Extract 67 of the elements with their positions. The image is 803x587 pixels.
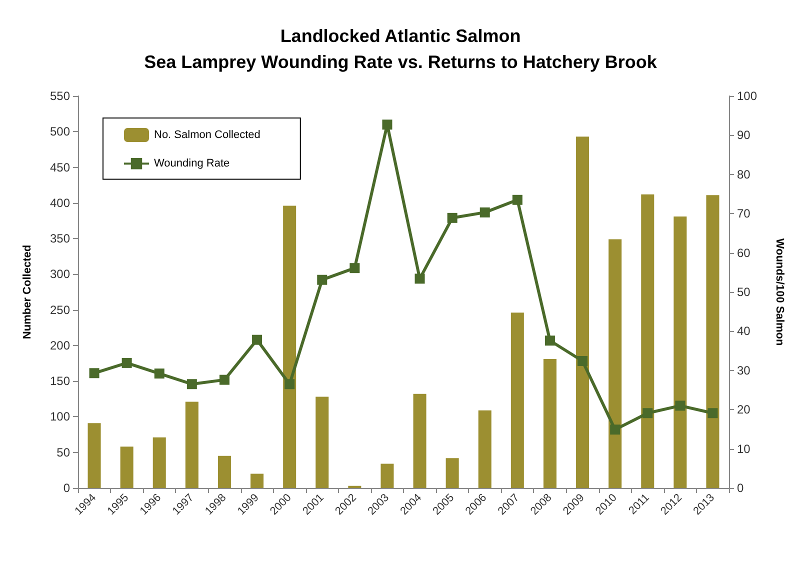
bar bbox=[576, 136, 590, 488]
y2-axis-title: Wounds/100 Salmon bbox=[774, 238, 786, 346]
y-tick-label: 350 bbox=[50, 232, 70, 246]
point bbox=[382, 120, 392, 130]
point bbox=[284, 379, 295, 390]
point bbox=[414, 274, 425, 284]
point bbox=[544, 336, 555, 346]
y-tick-label: 400 bbox=[50, 196, 70, 210]
point bbox=[708, 408, 718, 418]
point bbox=[675, 400, 686, 411]
bar bbox=[316, 396, 329, 488]
point bbox=[480, 207, 490, 218]
legend-label: Wounding Rate bbox=[154, 158, 230, 170]
y-tick-label: 200 bbox=[50, 338, 70, 352]
bar bbox=[185, 402, 198, 488]
point bbox=[642, 408, 653, 418]
legend-label: No. Salmon Collected bbox=[154, 129, 260, 141]
y2-tick-label: 90 bbox=[737, 128, 751, 142]
point bbox=[186, 379, 197, 390]
y2-tick-label: 20 bbox=[737, 402, 751, 417]
bar bbox=[88, 423, 101, 488]
bar bbox=[152, 437, 166, 488]
bar bbox=[478, 410, 492, 488]
y-axis-title: Number Collected bbox=[22, 244, 34, 340]
point bbox=[219, 374, 230, 385]
point bbox=[122, 358, 132, 368]
y2-tick-label: 30 bbox=[737, 363, 751, 378]
point bbox=[317, 274, 328, 285]
point bbox=[154, 368, 164, 379]
y-tick-label: 50 bbox=[56, 445, 70, 460]
y-tick-label: 450 bbox=[50, 160, 70, 174]
y2-tick-label: 80 bbox=[737, 167, 751, 182]
y-tick-label: 100 bbox=[50, 410, 70, 424]
y-tick-label: 150 bbox=[50, 374, 70, 388]
y2-tick-label: 10 bbox=[737, 442, 751, 456]
bar bbox=[120, 446, 134, 488]
y2-tick-label: 40 bbox=[737, 324, 751, 338]
bar bbox=[380, 464, 394, 488]
point bbox=[610, 424, 620, 435]
point bbox=[350, 263, 360, 274]
point bbox=[512, 194, 522, 205]
chart-title: Landlocked Atlantic Salmon Sea Lamprey Wounding Rate vs. Returns to Hatchery Brook bbox=[144, 26, 658, 72]
point bbox=[252, 334, 262, 345]
bar bbox=[543, 358, 556, 488]
y-tick-label: 300 bbox=[50, 267, 70, 282]
y2-tick-label: 50 bbox=[737, 285, 751, 299]
point bbox=[89, 368, 100, 378]
bar bbox=[510, 312, 524, 488]
y-tick-label: 550 bbox=[50, 89, 70, 103]
y2-tick-label: 0 bbox=[737, 481, 744, 495]
point bbox=[447, 212, 458, 223]
bar bbox=[283, 206, 296, 488]
point bbox=[578, 356, 588, 366]
y2-tick-label: 70 bbox=[737, 206, 751, 221]
y-tick-label: 250 bbox=[50, 302, 70, 317]
bar bbox=[218, 456, 231, 488]
bar bbox=[250, 474, 264, 488]
y-tick-label: 0 bbox=[63, 481, 70, 495]
bar bbox=[446, 458, 459, 488]
bar bbox=[413, 394, 426, 488]
bar bbox=[706, 195, 720, 488]
bar bbox=[608, 239, 622, 488]
bar bbox=[674, 216, 687, 488]
y-tick-label: 500 bbox=[50, 124, 70, 139]
y2-tick-label: 60 bbox=[737, 246, 751, 260]
y2-tick-label: 100 bbox=[737, 89, 758, 103]
bar bbox=[641, 194, 654, 488]
